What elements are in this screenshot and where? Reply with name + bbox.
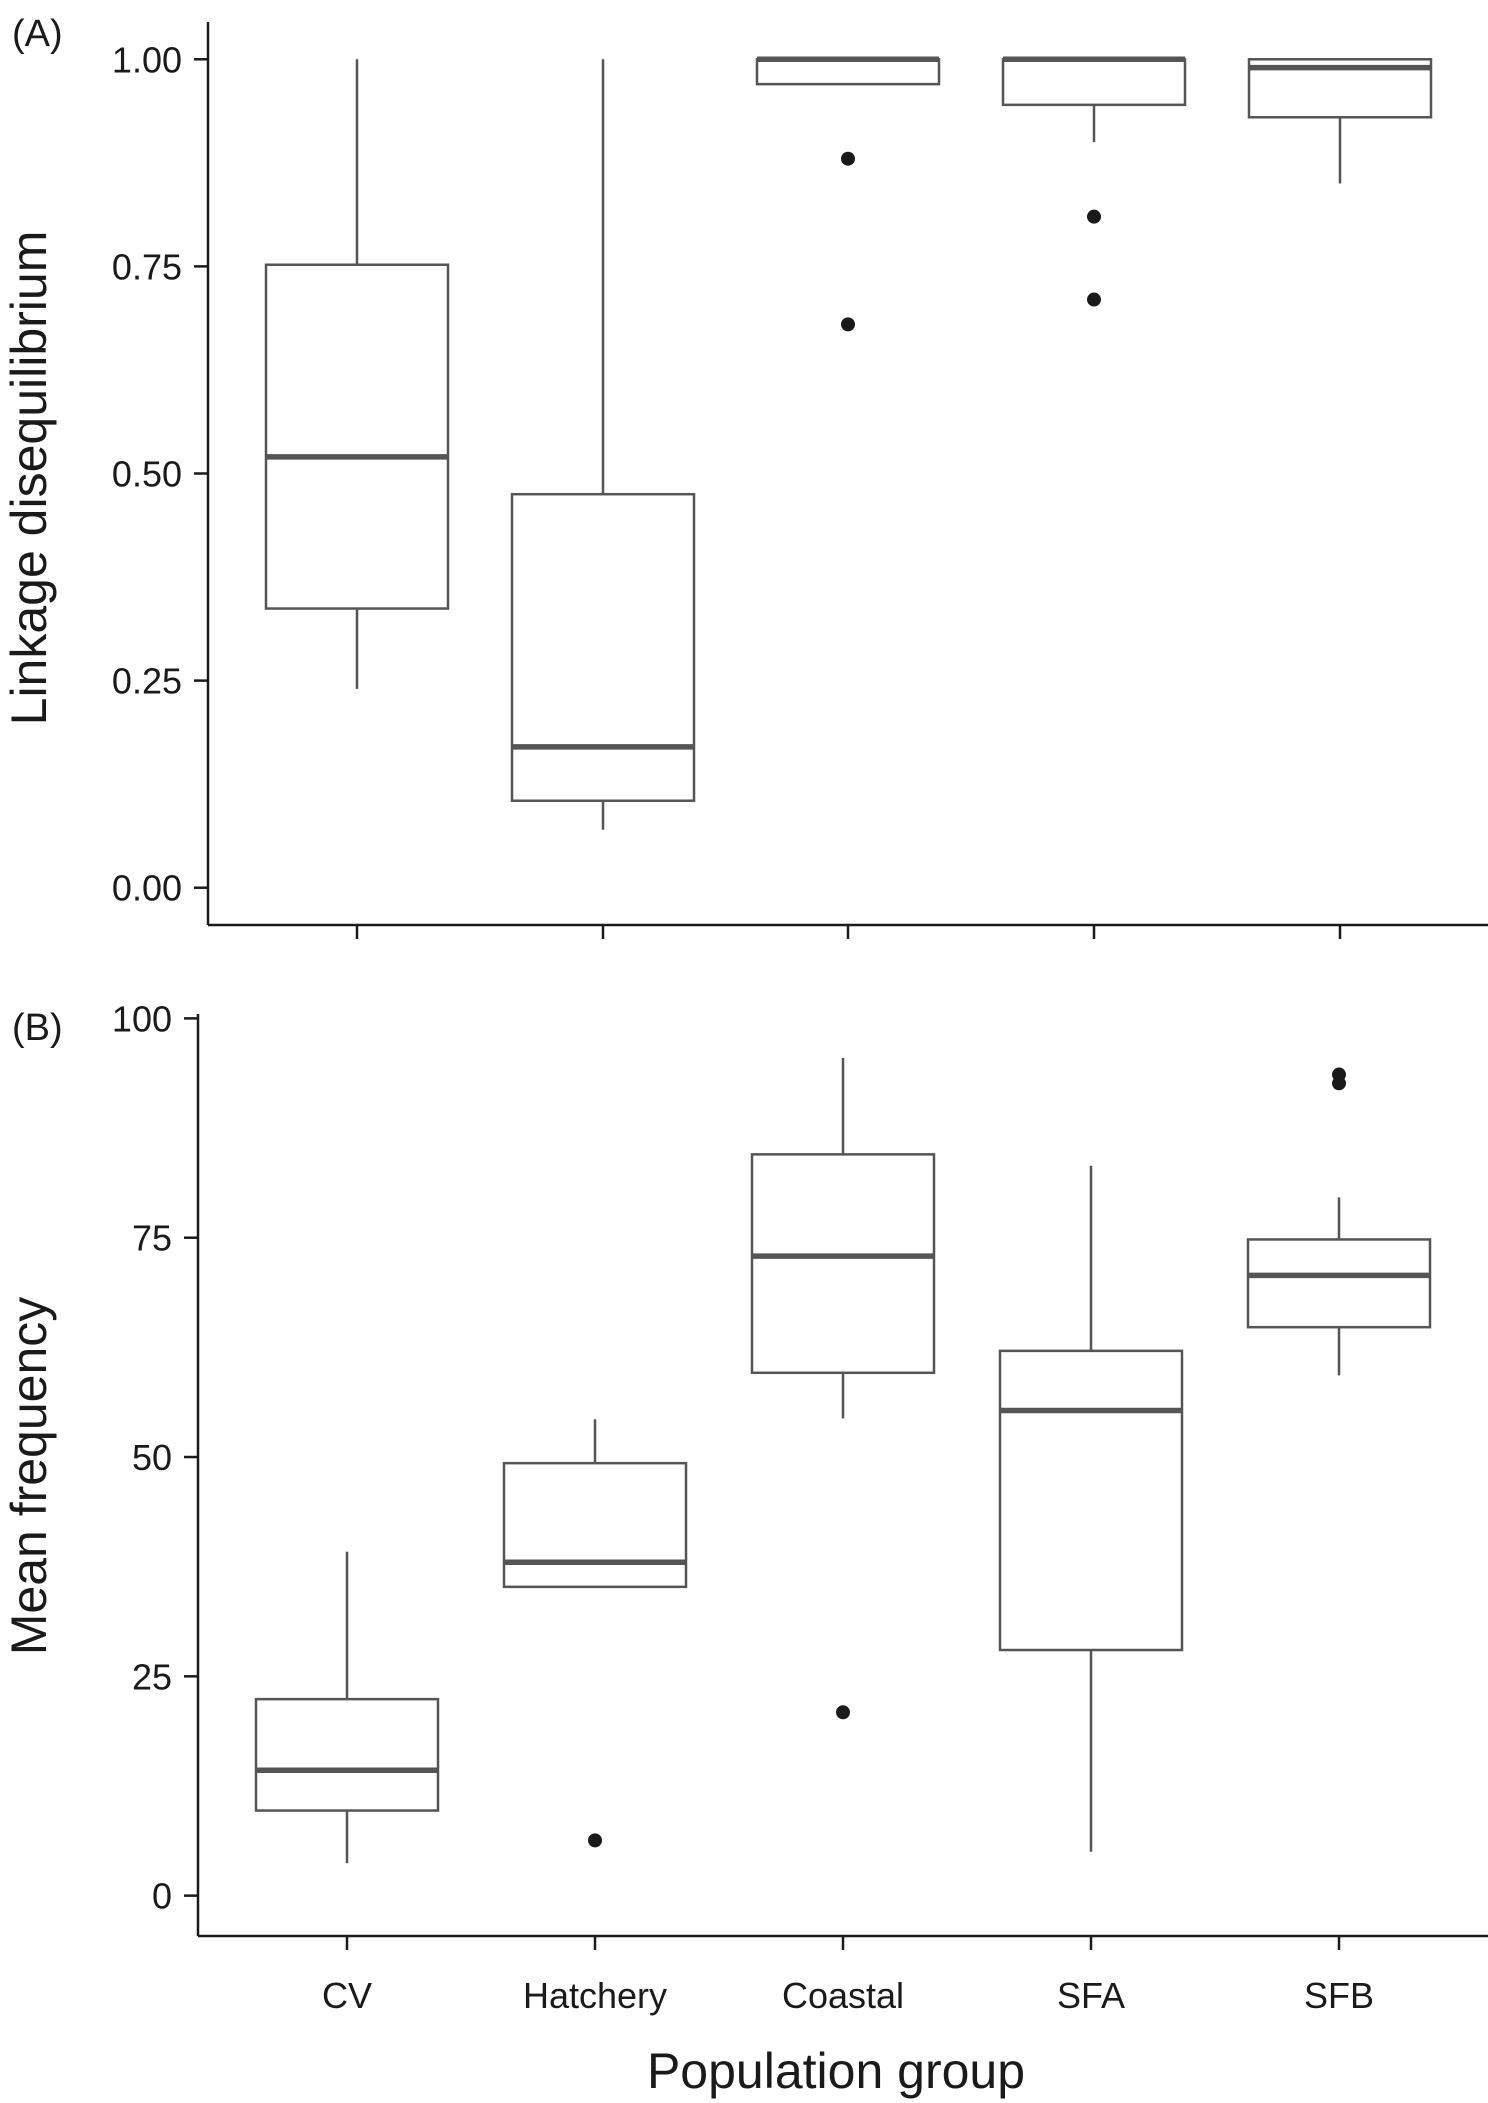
- y-tick-label: 25: [132, 1656, 172, 1697]
- x-tick-label-cv: CV: [322, 1975, 372, 2016]
- box-iqr: [510, 492, 696, 802]
- y-tick-label: 0.00: [112, 868, 182, 909]
- y-tick-label: 0.50: [112, 454, 182, 495]
- box-cv: [254, 1551, 440, 1864]
- box-hatchery: [502, 1419, 688, 1848]
- outlier-point: [1087, 209, 1101, 224]
- box-iqr: [1001, 58, 1187, 107]
- box-iqr: [750, 1153, 936, 1375]
- box-coastal: [750, 1057, 936, 1720]
- box-iqr: [502, 1461, 688, 1589]
- box-iqr: [254, 1697, 440, 1812]
- box-iqr: [1246, 1238, 1432, 1329]
- box-sfb: [1246, 1067, 1432, 1376]
- panel-b-mean-frequency: 0 25 50 75 100 CV Hatchery Coastal SFA SFB Mean fr…: [1, 998, 1488, 2016]
- panel-a-linkage-disequilibrium: 0.00 0.25 0.50 0.75 1.00 Linkage disequilibri…: [1, 13, 1488, 939]
- x-tick-label-sfb: SFB: [1304, 1975, 1374, 2016]
- box-sfb: [1247, 58, 1433, 184]
- y-tick-label: 0.25: [112, 661, 182, 702]
- box-iqr: [264, 263, 450, 610]
- y-axis-title: Mean frequency: [1, 1297, 57, 1656]
- y-tick-label: 1.00: [112, 39, 182, 80]
- x-tick-label-hatchery: Hatchery: [523, 1975, 667, 2016]
- y-tick-label: 50: [132, 1437, 172, 1478]
- y-tick-label: 0.75: [112, 246, 182, 287]
- outlier-point: [588, 1833, 602, 1848]
- outlier-point: [841, 151, 855, 166]
- y-axis-title: Linkage disequilibrium: [1, 231, 57, 726]
- box-cv: [264, 59, 450, 689]
- outlier-point: [841, 317, 855, 332]
- x-tick-label-coastal: Coastal: [782, 1975, 904, 2016]
- y-tick-label: 75: [132, 1218, 172, 1259]
- y-tick-label: 0: [152, 1876, 172, 1917]
- box-coastal: [755, 56, 941, 332]
- x-tick-label-sfa: SFA: [1057, 1975, 1125, 2016]
- box-iqr: [998, 1349, 1184, 1652]
- x-axis-title: Population group: [647, 2043, 1025, 2099]
- y-tick-label: 100: [112, 998, 172, 1039]
- box-sfa: [1001, 56, 1187, 307]
- outlier-point: [1332, 1076, 1346, 1091]
- box-sfa: [998, 1165, 1184, 1852]
- panel-label: (A): [12, 13, 63, 55]
- panel-label: (B): [12, 1007, 63, 1049]
- outlier-point: [836, 1705, 850, 1720]
- box-hatchery: [510, 59, 696, 830]
- outlier-point: [1087, 292, 1101, 307]
- box-iqr: [755, 58, 941, 86]
